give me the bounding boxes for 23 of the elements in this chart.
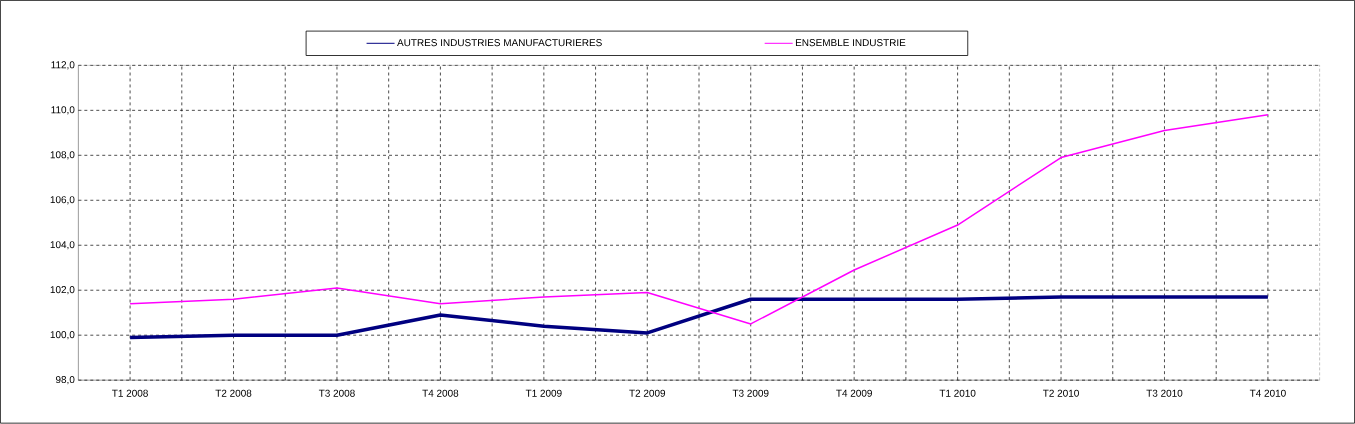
x-tick-label: T3 2010 — [1146, 389, 1183, 397]
x-tick-label: T3 2009 — [732, 389, 769, 397]
x-tick-label: T3 2008 — [318, 389, 355, 397]
x-tick-label: T4 2010 — [1249, 389, 1286, 397]
y-tick-label: 108,0 — [50, 151, 75, 160]
x-tick-label: T2 2008 — [215, 389, 252, 397]
y-tick-label: 102,0 — [50, 286, 75, 295]
x-tick-label: T4 2008 — [422, 389, 459, 397]
y-tick-label: 110,0 — [51, 106, 75, 115]
y-tick-label: 98,0 — [55, 376, 75, 385]
y-tick-label: 106,0 — [50, 196, 75, 205]
line-series — [129, 114, 1269, 325]
x-tick-label: T1 2009 — [525, 389, 562, 397]
legend-label: ENSEMBLE INDUSTRIE — [795, 39, 906, 47]
x-tick-label: T2 2010 — [1042, 389, 1079, 397]
x-tick-label: T1 2008 — [112, 389, 148, 397]
x-tick-label: T4 2009 — [836, 389, 872, 397]
y-tick-label: 104,0 — [50, 241, 75, 250]
legend-label: AUTRES INDUSTRIES MANUFACTURIERES — [397, 39, 602, 47]
x-tick-label: T1 2010 — [939, 389, 976, 397]
y-tick-label: 112,0 — [51, 61, 75, 70]
y-tick-label: 100,0 — [50, 331, 75, 340]
x-tick-label: T2 2009 — [629, 389, 666, 397]
